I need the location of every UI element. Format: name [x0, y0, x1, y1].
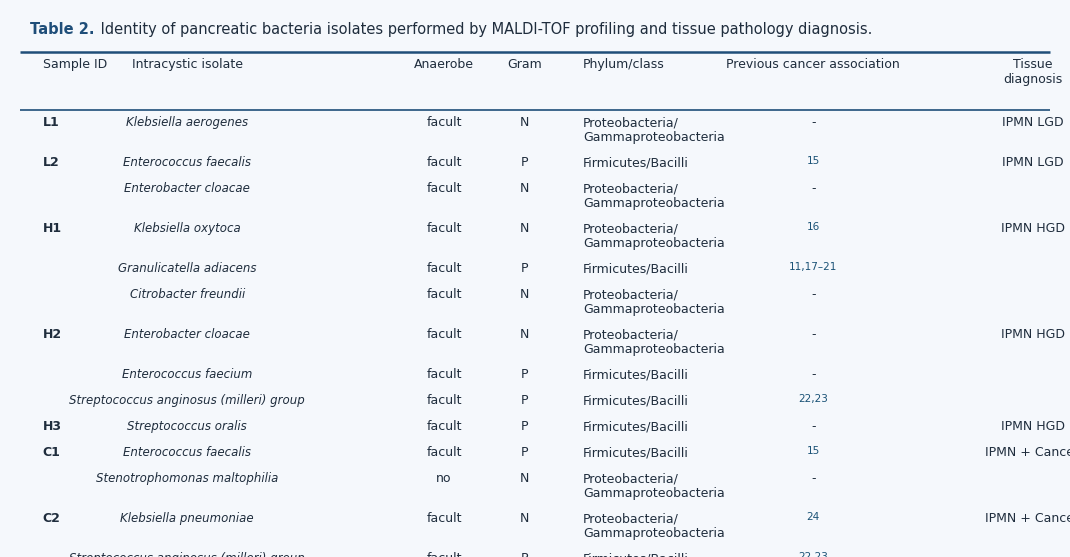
Text: L2: L2 — [43, 156, 60, 169]
Text: -: - — [811, 116, 815, 129]
Text: P: P — [520, 446, 529, 459]
Text: Firmicutes/Bacilli: Firmicutes/Bacilli — [583, 394, 689, 407]
Text: Firmicutes/Bacilli: Firmicutes/Bacilli — [583, 446, 689, 459]
Text: Firmicutes/Bacilli: Firmicutes/Bacilli — [583, 262, 689, 275]
Text: Proteobacteria/
Gammaproteobacteria: Proteobacteria/ Gammaproteobacteria — [583, 472, 724, 500]
Text: Proteobacteria/
Gammaproteobacteria: Proteobacteria/ Gammaproteobacteria — [583, 116, 724, 144]
Text: -: - — [811, 182, 815, 195]
Text: Sample ID: Sample ID — [43, 58, 107, 71]
Text: 22,23: 22,23 — [798, 394, 828, 404]
Text: facult: facult — [426, 552, 462, 557]
Text: -: - — [811, 368, 815, 381]
Text: Previous cancer association: Previous cancer association — [727, 58, 900, 71]
Text: L1: L1 — [43, 116, 60, 129]
Text: Enterococcus faecalis: Enterococcus faecalis — [123, 446, 251, 459]
Text: H3: H3 — [43, 420, 62, 433]
Text: Enterococcus faecium: Enterococcus faecium — [122, 368, 253, 381]
Text: P: P — [520, 156, 529, 169]
Text: Streptococcus oralis: Streptococcus oralis — [127, 420, 247, 433]
Text: Streptococcus anginosus (milleri) group: Streptococcus anginosus (milleri) group — [70, 394, 305, 407]
Text: Klebsiella pneumoniae: Klebsiella pneumoniae — [121, 512, 254, 525]
Text: Identity of pancreatic bacteria isolates performed by MALDI-TOF profiling and ti: Identity of pancreatic bacteria isolates… — [96, 22, 872, 37]
Text: facult: facult — [426, 446, 462, 459]
Text: P: P — [520, 420, 529, 433]
Text: Proteobacteria/
Gammaproteobacteria: Proteobacteria/ Gammaproteobacteria — [583, 328, 724, 356]
Text: facult: facult — [426, 222, 462, 235]
Text: 15: 15 — [807, 156, 820, 166]
Text: IPMN LGD: IPMN LGD — [1002, 156, 1064, 169]
Text: facult: facult — [426, 156, 462, 169]
Text: Proteobacteria/
Gammaproteobacteria: Proteobacteria/ Gammaproteobacteria — [583, 222, 724, 250]
Text: N: N — [520, 116, 529, 129]
Text: 11,17–21: 11,17–21 — [789, 262, 838, 272]
Text: P: P — [520, 262, 529, 275]
Text: IPMN LGD: IPMN LGD — [1002, 116, 1064, 129]
Text: Phylum/class: Phylum/class — [583, 58, 664, 71]
Text: IPMN HGD: IPMN HGD — [1000, 328, 1065, 341]
Text: Klebsiella aerogenes: Klebsiella aerogenes — [126, 116, 248, 129]
Text: Proteobacteria/
Gammaproteobacteria: Proteobacteria/ Gammaproteobacteria — [583, 288, 724, 316]
Text: IPMN HGD: IPMN HGD — [1000, 420, 1065, 433]
Text: -: - — [811, 472, 815, 485]
Text: facult: facult — [426, 512, 462, 525]
Text: P: P — [520, 394, 529, 407]
Text: 22,23: 22,23 — [798, 552, 828, 557]
Text: Intracystic isolate: Intracystic isolate — [132, 58, 243, 71]
Text: Proteobacteria/
Gammaproteobacteria: Proteobacteria/ Gammaproteobacteria — [583, 182, 724, 210]
Text: Firmicutes/Bacilli: Firmicutes/Bacilli — [583, 156, 689, 169]
Text: Stenotrophomonas maltophilia: Stenotrophomonas maltophilia — [96, 472, 278, 485]
Text: Citrobacter freundii: Citrobacter freundii — [129, 288, 245, 301]
Text: Gram: Gram — [507, 58, 541, 71]
Text: facult: facult — [426, 262, 462, 275]
Text: Klebsiella oxytoca: Klebsiella oxytoca — [134, 222, 241, 235]
Text: N: N — [520, 472, 529, 485]
Text: C1: C1 — [43, 446, 61, 459]
Text: Anaerobe: Anaerobe — [414, 58, 474, 71]
Text: facult: facult — [426, 288, 462, 301]
Text: IPMN HGD: IPMN HGD — [1000, 222, 1065, 235]
Text: facult: facult — [426, 420, 462, 433]
Text: -: - — [811, 328, 815, 341]
Text: 15: 15 — [807, 446, 820, 456]
Text: Proteobacteria/
Gammaproteobacteria: Proteobacteria/ Gammaproteobacteria — [583, 512, 724, 540]
Text: Firmicutes/Bacilli: Firmicutes/Bacilli — [583, 420, 689, 433]
Text: P: P — [520, 368, 529, 381]
Text: IPMN + Cancer: IPMN + Cancer — [985, 446, 1070, 459]
Text: facult: facult — [426, 394, 462, 407]
Text: facult: facult — [426, 328, 462, 341]
Text: N: N — [520, 222, 529, 235]
Text: facult: facult — [426, 368, 462, 381]
Text: 16: 16 — [807, 222, 820, 232]
Text: 24: 24 — [807, 512, 820, 522]
Text: N: N — [520, 182, 529, 195]
Text: Enterobacter cloacae: Enterobacter cloacae — [124, 328, 250, 341]
Text: N: N — [520, 328, 529, 341]
Text: facult: facult — [426, 182, 462, 195]
Text: Table 2.: Table 2. — [30, 22, 94, 37]
Text: H2: H2 — [43, 328, 62, 341]
Text: -: - — [811, 420, 815, 433]
Text: facult: facult — [426, 116, 462, 129]
Text: -: - — [811, 288, 815, 301]
Text: N: N — [520, 512, 529, 525]
Text: IPMN + Cancer: IPMN + Cancer — [985, 512, 1070, 525]
Text: Enterobacter cloacae: Enterobacter cloacae — [124, 182, 250, 195]
Text: no: no — [437, 472, 452, 485]
Text: N: N — [520, 288, 529, 301]
Text: P: P — [520, 552, 529, 557]
Text: C2: C2 — [43, 512, 61, 525]
Text: H1: H1 — [43, 222, 62, 235]
Text: Firmicutes/Bacilli: Firmicutes/Bacilli — [583, 368, 689, 381]
Text: Firmicutes/Bacilli: Firmicutes/Bacilli — [583, 552, 689, 557]
Text: Enterococcus faecalis: Enterococcus faecalis — [123, 156, 251, 169]
Text: Granulicatella adiacens: Granulicatella adiacens — [118, 262, 257, 275]
Text: Streptococcus anginosus (milleri) group: Streptococcus anginosus (milleri) group — [70, 552, 305, 557]
Text: Tissue
diagnosis: Tissue diagnosis — [1003, 58, 1063, 86]
